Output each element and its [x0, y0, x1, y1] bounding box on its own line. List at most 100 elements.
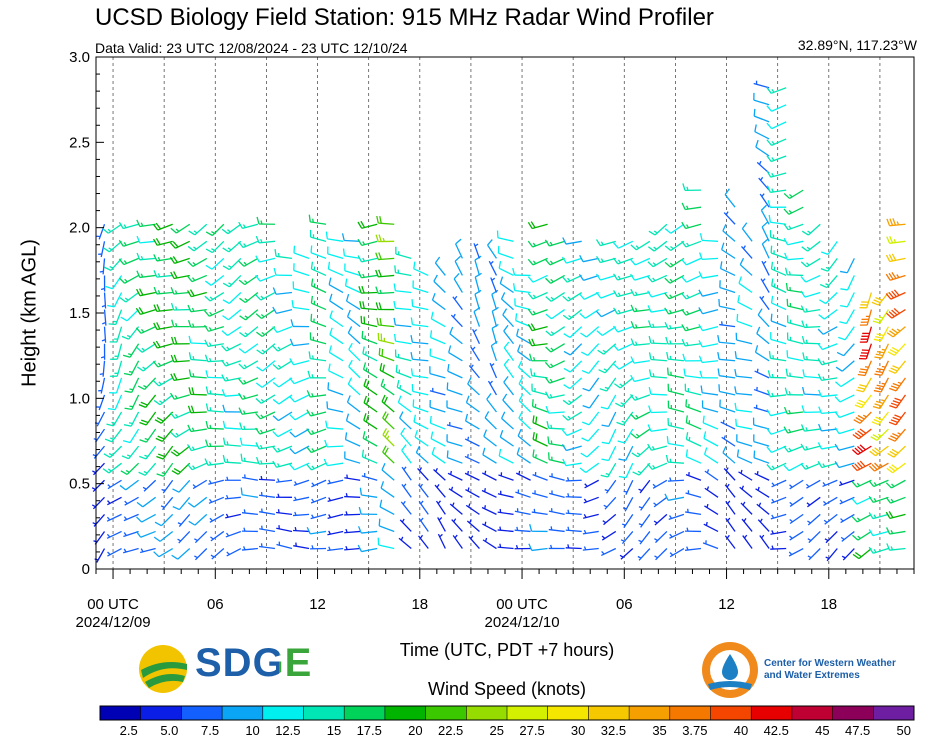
- wind-barb: [375, 269, 395, 278]
- wind-barb: [638, 496, 651, 511]
- wind-barb: [760, 278, 770, 293]
- wind-barb: [873, 377, 890, 393]
- wind-barb: [327, 382, 344, 396]
- colorbar-swatch: [710, 706, 752, 720]
- wind-barb: [344, 528, 361, 534]
- wind-barb: [870, 428, 889, 441]
- wind-barb: [118, 221, 139, 230]
- wind-barb: [327, 246, 344, 260]
- wind-barb: [274, 249, 293, 260]
- wind-barb: [759, 295, 770, 310]
- wind-barb: [886, 235, 906, 244]
- wind-barb: [98, 241, 106, 258]
- wind-barb: [255, 291, 276, 301]
- wind-barb: [630, 393, 651, 401]
- wind-barb: [221, 359, 242, 367]
- wind-barb: [547, 436, 565, 447]
- wind-barb: [240, 453, 258, 464]
- y-tick-label: 3.0: [69, 49, 90, 66]
- wind-barb: [123, 411, 140, 427]
- wind-barb: [667, 383, 685, 396]
- wind-barb: [565, 477, 582, 482]
- wind-barb: [638, 531, 651, 545]
- wind-barb: [96, 224, 106, 240]
- colorbar-tick-label: 5.0: [160, 723, 178, 738]
- wind-barb: [170, 445, 191, 457]
- wind-barb: [100, 343, 106, 360]
- wind-barb: [293, 263, 310, 277]
- wind-barb: [152, 222, 173, 231]
- wind-barb: [92, 462, 105, 476]
- wind-barb: [136, 513, 156, 523]
- wind-barb: [464, 470, 480, 481]
- colorbar-tick-label: 10: [245, 723, 259, 738]
- wind-barb: [698, 340, 719, 348]
- wind-barb: [885, 479, 906, 489]
- wind-barb: [818, 423, 838, 432]
- wind-barb: [548, 544, 565, 550]
- wind-barb: [613, 343, 634, 351]
- wind-barb: [194, 548, 208, 561]
- wind-barb: [293, 526, 310, 533]
- colorbar-swatch: [507, 706, 549, 720]
- wind-barb: [562, 237, 582, 245]
- wind-barb: [838, 326, 855, 341]
- wind-barb: [396, 380, 412, 396]
- wind-barb: [272, 428, 293, 438]
- wind-barb: [802, 369, 821, 379]
- wind-barb: [681, 291, 702, 300]
- colorbar-swatch: [181, 706, 223, 720]
- wind-barb: [418, 483, 429, 498]
- wind-barb: [272, 377, 293, 388]
- wind-barb: [293, 496, 310, 502]
- wind-barb: [325, 420, 344, 430]
- wind-barb: [529, 353, 548, 362]
- wind-barb: [221, 343, 242, 352]
- wind-barb: [532, 449, 548, 464]
- wind-barb: [474, 289, 482, 310]
- wind-barb: [630, 428, 651, 439]
- wind-barb: [107, 547, 122, 557]
- wind-barb: [474, 272, 482, 293]
- wind-barb: [527, 308, 548, 316]
- wind-barb: [723, 467, 736, 481]
- wind-barb: [177, 513, 191, 527]
- wind-barb: [259, 508, 276, 516]
- wind-barb: [255, 411, 276, 420]
- wind-barb: [617, 428, 634, 444]
- wind-barb: [255, 255, 276, 263]
- wind-barb: [123, 360, 140, 376]
- wind-barb: [210, 548, 225, 560]
- wind-barb: [433, 274, 446, 293]
- wind-barb: [121, 326, 140, 340]
- wind-barb: [736, 313, 753, 328]
- wind-barb: [834, 443, 855, 451]
- wind-barb: [309, 229, 327, 242]
- colorbar-tick-label: 15: [327, 723, 341, 738]
- wind-barb: [717, 334, 736, 345]
- x-tick-label: 12: [309, 596, 326, 613]
- wind-barb: [453, 273, 463, 293]
- wind-barb: [757, 518, 770, 532]
- wind-barb: [601, 411, 617, 428]
- wind-barb: [669, 547, 685, 558]
- wind-barb: [840, 258, 855, 274]
- wind-barb: [886, 218, 906, 227]
- wind-barb: [348, 342, 361, 362]
- wind-barb: [770, 261, 787, 277]
- wind-barb: [527, 323, 548, 332]
- wind-barb: [91, 496, 105, 510]
- wind-barb: [417, 467, 429, 481]
- wind-barb: [410, 368, 429, 379]
- wind-barb: [724, 188, 736, 208]
- wind-barb: [753, 450, 770, 464]
- wind-barb: [825, 548, 838, 562]
- wind-barb: [630, 273, 651, 281]
- wind-barb: [561, 274, 582, 283]
- wind-barb: [548, 508, 565, 516]
- wind-barb: [647, 424, 667, 432]
- wind-barb: [170, 223, 191, 234]
- wind-barb: [255, 456, 275, 465]
- wind-barb: [204, 291, 225, 302]
- wind-barb: [603, 496, 617, 510]
